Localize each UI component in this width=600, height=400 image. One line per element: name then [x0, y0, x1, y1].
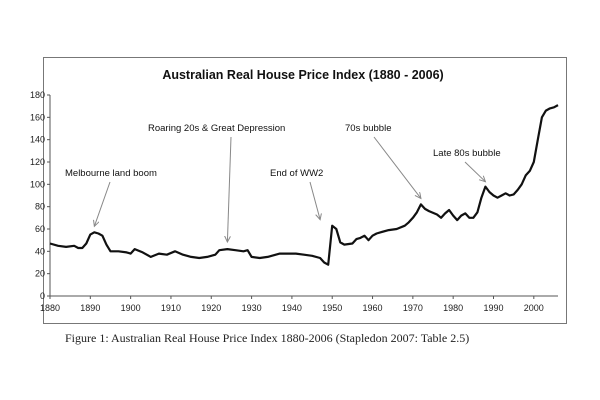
- annotation-label: Melbourne land boom: [65, 168, 157, 179]
- y-tick-label: 60: [35, 224, 45, 234]
- y-tick-label: 180: [30, 90, 45, 100]
- annotation-label: End of WW2: [270, 168, 323, 179]
- x-tick-label: 1910: [161, 303, 181, 313]
- annotation-arrow: [464, 161, 485, 182]
- series: [49, 104, 559, 266]
- x-tick-label: 1890: [80, 303, 100, 313]
- chart-frame: [43, 57, 567, 324]
- x-tick-label: 1990: [483, 303, 503, 313]
- x-tick-label: 1900: [121, 303, 141, 313]
- y-tick-label: 20: [35, 269, 45, 279]
- x-tick-label: 1940: [282, 303, 302, 313]
- x-tick-label: 1920: [201, 303, 221, 313]
- chart-title: Australian Real House Price Index (1880 …: [162, 68, 443, 82]
- figure-caption: Figure 1: Australian Real House Price In…: [65, 331, 470, 345]
- x-tick-label: 2000: [524, 303, 544, 313]
- annotation-label: Roaring 20s & Great Depression: [148, 123, 285, 134]
- annotation-label: Late 80s bubble: [433, 148, 501, 159]
- x-tick-label: 1970: [403, 303, 423, 313]
- axes: 0 20 40 60 80 100 120 140 160 180 1880 1890 1900 1910…: [30, 90, 558, 313]
- series-line: [49, 104, 559, 266]
- y-tick-label: 100: [30, 179, 45, 189]
- x-tick-label: 1960: [363, 303, 383, 313]
- y-tick-label: 140: [30, 135, 45, 145]
- y-tick-label: 0: [40, 291, 45, 301]
- y-tick-label: 80: [35, 202, 45, 212]
- y-tick-label: 40: [35, 246, 45, 256]
- annotation-arrow: [94, 181, 111, 226]
- x-tick-label: 1980: [443, 303, 463, 313]
- annotation-arrow: [373, 136, 421, 198]
- annotations: Melbourne land boom Roaring 20s & Great D…: [65, 123, 501, 242]
- annotation-arrow: [227, 136, 232, 242]
- y-tick-label: 160: [30, 112, 45, 122]
- x-tick-label: 1950: [322, 303, 342, 313]
- y-tick-label: 120: [30, 157, 45, 167]
- annotation-arrow: [309, 181, 320, 220]
- x-tick-label: 1880: [40, 303, 60, 313]
- annotation-label: 70s bubble: [345, 123, 391, 134]
- x-tick-label: 1930: [242, 303, 262, 313]
